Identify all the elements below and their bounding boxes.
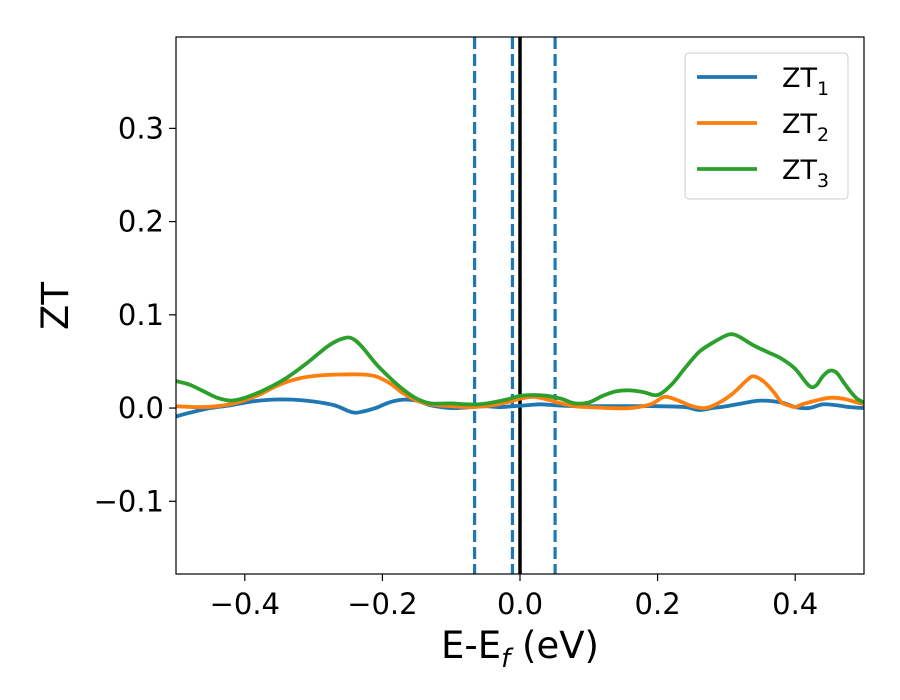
legend-box (684, 52, 849, 200)
series-line-zt1 (176, 397, 864, 419)
series-line-zt3 (176, 332, 864, 407)
x-tick-label: 0.2 (635, 587, 681, 621)
y-tick-label: 0.0 (118, 391, 164, 425)
y-axis-label: ZT (34, 282, 77, 330)
series-line-zt2 (176, 372, 864, 411)
y-tick-label: 0.1 (118, 298, 164, 332)
y-axis-ticks: −0.1 0.0 0.1 0.2 0.3 (94, 111, 176, 518)
x-tick-label: −0.2 (347, 587, 417, 621)
legend-label-zt1: ZT1 (782, 63, 829, 100)
reference-lines (472, 37, 557, 574)
series-lines (176, 332, 864, 419)
legend-label-zt3: ZT3 (782, 155, 829, 192)
x-axis-ticks: −0.4 −0.2 0.0 0.2 0.4 (210, 574, 818, 621)
x-tick-label: 0.4 (772, 587, 818, 621)
legend: ZT1 ZT2 ZT3 (684, 52, 849, 200)
x-tick-label: −0.4 (210, 587, 280, 621)
y-tick-label: −0.1 (94, 484, 164, 518)
y-tick-label: 0.2 (118, 205, 164, 239)
legend-label-zt2: ZT2 (782, 109, 829, 146)
x-tick-label: 0.0 (497, 587, 543, 621)
y-tick-label: 0.3 (118, 111, 164, 145)
x-axis-label: E-Ef (eV) (441, 624, 599, 674)
